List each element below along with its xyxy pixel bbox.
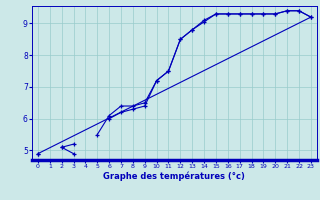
X-axis label: Graphe des températures (°c): Graphe des températures (°c)	[103, 172, 245, 181]
